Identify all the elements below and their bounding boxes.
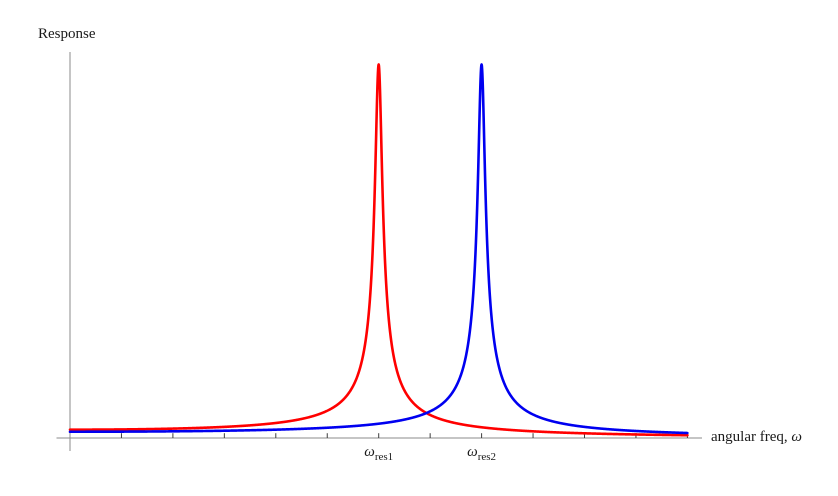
series-curve-1 [68,63,689,437]
subscript-res2: res2 [477,451,497,463]
x-tick-label-res1: ωres1 [364,444,393,463]
x-axis-title: angular freq, ω [711,429,802,446]
x-tick-label-res2: ωres2 [467,444,496,463]
omega-symbol: ω [364,444,375,460]
omega-symbol: ω [791,429,802,445]
subscript-res1: res1 [374,451,394,463]
omega-symbol: ω [467,444,478,460]
y-axis-title: Response [38,26,96,42]
x-axis-title-text: angular freq, [711,429,792,445]
series-curve-2 [68,63,689,435]
